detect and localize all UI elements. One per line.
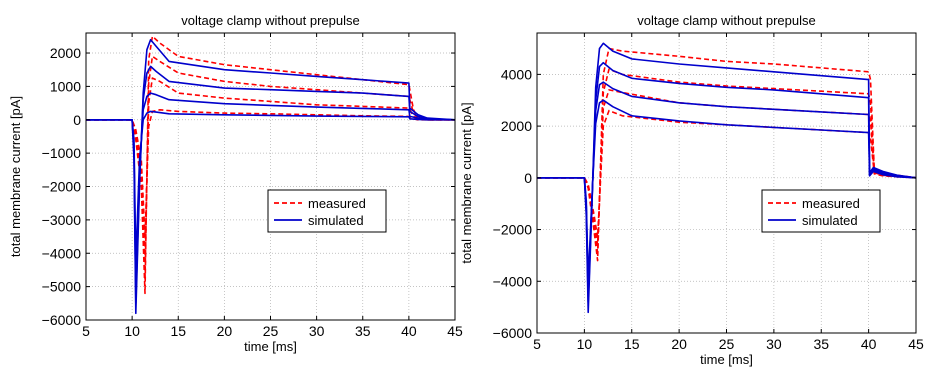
x-tick-label: 35 <box>355 323 371 339</box>
x-tick-label: 35 <box>813 336 829 352</box>
x-tick-label: 30 <box>309 323 325 339</box>
legend-box <box>267 189 387 233</box>
x-tick-label: 45 <box>447 323 463 339</box>
x-tick-label: 40 <box>401 323 417 339</box>
x-tick-label: 30 <box>766 336 782 352</box>
y-tick-label: −4000 <box>493 273 533 289</box>
x-tick-label: 5 <box>533 336 541 352</box>
legend-box <box>761 189 881 233</box>
legend-label-measured: measured <box>802 196 860 211</box>
x-tick-label: 45 <box>908 336 924 352</box>
y-tick-label: 4000 <box>501 66 532 82</box>
y-axis-label: total membrane current [pA] <box>8 96 23 257</box>
y-tick-label: −3000 <box>42 212 82 228</box>
x-tick-label: 20 <box>217 323 233 339</box>
chart-title: voltage clamp without prepulse <box>181 13 360 28</box>
simulated-series-line <box>537 99 917 283</box>
y-tick-label: −6000 <box>493 325 533 341</box>
x-tick-label: 40 <box>861 336 877 352</box>
y-tick-label: −2000 <box>493 222 533 238</box>
x-tick-label: 25 <box>719 336 735 352</box>
y-tick-label: 0 <box>524 170 532 186</box>
chart-right: 5 10 15 20 25 30 35 40 45 −6000 −4000 −2000 0 2000 400… <box>459 13 924 367</box>
legend-label-simulated: simulated <box>308 213 364 228</box>
chart-title: voltage clamp without prepulse <box>637 13 816 28</box>
measured-series-line <box>537 89 917 246</box>
x-tick-label: 25 <box>263 323 279 339</box>
y-tick-label: 2000 <box>50 45 81 61</box>
y-tick-label: −1000 <box>42 145 82 161</box>
simulated-series-line <box>86 110 455 265</box>
y-tick-label: −2000 <box>42 179 82 195</box>
y-tick-label: 2000 <box>501 118 532 134</box>
x-axis-label: time [ms] <box>244 339 297 354</box>
legend-label-measured: measured <box>308 196 366 211</box>
legend: measured simulated <box>267 189 387 233</box>
x-tick-label: 15 <box>624 336 640 352</box>
x-tick-label: 10 <box>577 336 593 352</box>
x-tick-label: 10 <box>124 323 140 339</box>
y-tick-label: −4000 <box>42 245 82 261</box>
y-tick-label: 0 <box>73 112 81 128</box>
y-tick-label: −5000 <box>42 279 82 295</box>
x-axis-label: time [ms] <box>700 352 753 367</box>
simulated-series-line <box>86 92 456 288</box>
x-tick-label: 20 <box>671 336 687 352</box>
legend: measured simulated <box>761 189 881 233</box>
x-tick-label: 15 <box>170 323 186 339</box>
y-tick-label: 1000 <box>50 78 81 94</box>
legend-label-simulated: simulated <box>802 213 858 228</box>
y-tick-label: −6000 <box>42 312 82 328</box>
y-axis-label: total membrane current [pA] <box>459 102 474 263</box>
chart-left: 5 10 15 20 25 30 35 40 45 −6000 −5000 −4000 −3000 −20… <box>8 13 463 354</box>
x-tick-label: 5 <box>82 323 90 339</box>
